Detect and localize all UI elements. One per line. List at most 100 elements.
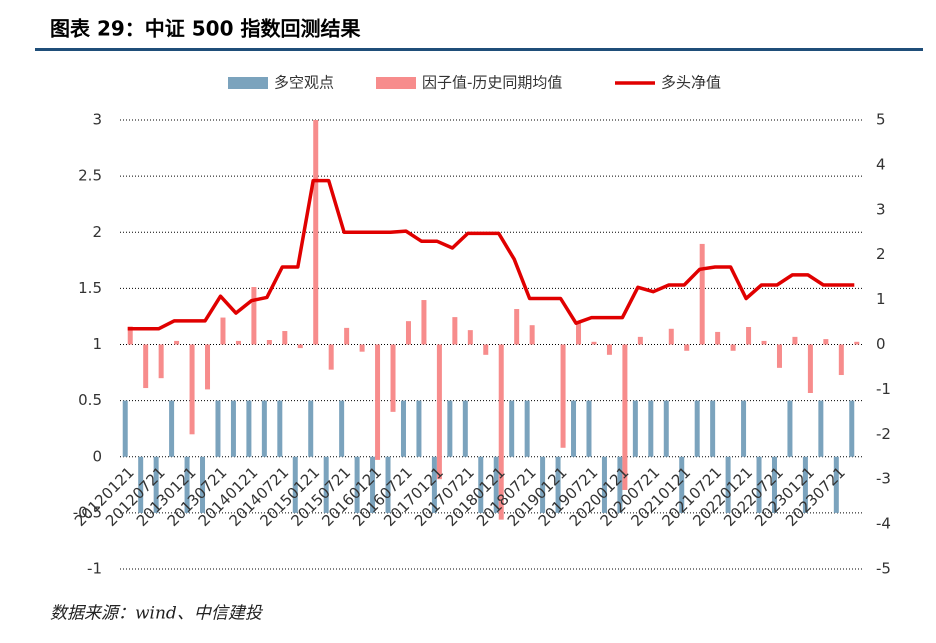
bar bbox=[529, 325, 535, 345]
bar bbox=[509, 400, 515, 457]
bar bbox=[153, 456, 159, 513]
bar bbox=[189, 344, 195, 435]
y-tick-label: 0.5 bbox=[78, 391, 102, 409]
bar bbox=[617, 456, 623, 513]
bar bbox=[746, 326, 752, 345]
line bbox=[127, 178, 855, 331]
bar bbox=[514, 309, 520, 345]
title-rule bbox=[35, 48, 923, 51]
bar bbox=[205, 344, 211, 390]
bar bbox=[818, 400, 824, 457]
y2-tick-label: -5 bbox=[876, 560, 891, 578]
bar bbox=[560, 344, 566, 448]
bar bbox=[230, 400, 236, 457]
bar bbox=[200, 456, 206, 513]
bar bbox=[761, 340, 767, 345]
legend-label: 多头净值 bbox=[661, 74, 721, 92]
bar bbox=[756, 456, 762, 513]
y-tick-label: 2 bbox=[92, 223, 102, 241]
bar bbox=[251, 287, 257, 345]
chart-title: 图表 29：中证 500 指数回测结果 bbox=[50, 17, 360, 41]
bar bbox=[400, 400, 406, 457]
bar bbox=[637, 336, 643, 345]
bar bbox=[699, 243, 705, 345]
bar bbox=[421, 300, 427, 345]
bar bbox=[576, 322, 582, 345]
bar bbox=[436, 344, 442, 480]
bar bbox=[235, 340, 241, 345]
bar bbox=[261, 400, 267, 457]
bar bbox=[143, 344, 149, 389]
legend-label: 多空观点 bbox=[274, 74, 334, 92]
bar bbox=[606, 344, 612, 355]
bar bbox=[385, 456, 391, 513]
bar bbox=[447, 400, 453, 457]
y2-tick-label: 3 bbox=[876, 200, 886, 218]
bar bbox=[452, 317, 458, 345]
bar bbox=[478, 456, 484, 513]
y2-tick-label: -3 bbox=[876, 470, 891, 488]
bar bbox=[354, 456, 360, 513]
y-tick-label: 1 bbox=[92, 335, 102, 353]
source: 数据来源：wind、中信建投 bbox=[50, 604, 264, 624]
bar bbox=[297, 344, 303, 349]
bar bbox=[787, 400, 793, 457]
bar bbox=[524, 400, 530, 457]
bar bbox=[266, 340, 272, 345]
legend-swatch bbox=[228, 77, 268, 89]
bar bbox=[715, 331, 721, 345]
y2-tick-label: 4 bbox=[876, 155, 886, 173]
bar bbox=[679, 456, 685, 513]
y2-tick-label: -2 bbox=[876, 425, 891, 443]
bar bbox=[694, 400, 700, 457]
bar bbox=[823, 339, 829, 345]
bar bbox=[138, 456, 144, 513]
bar bbox=[776, 344, 782, 368]
bar bbox=[292, 456, 298, 513]
bar bbox=[220, 317, 226, 345]
bar bbox=[359, 344, 365, 352]
bar bbox=[277, 400, 283, 457]
bar bbox=[833, 456, 839, 513]
bar bbox=[648, 400, 654, 457]
y-tick-label: -1 bbox=[87, 560, 102, 578]
bar bbox=[668, 328, 674, 345]
bar bbox=[246, 400, 252, 457]
bar bbox=[339, 400, 345, 457]
y-tick-label: 3 bbox=[92, 111, 102, 129]
y2-tick-label: 2 bbox=[876, 245, 886, 263]
y2-tick-label: 0 bbox=[876, 335, 886, 353]
y-tick-label: 1.5 bbox=[78, 279, 102, 297]
bar bbox=[215, 400, 221, 457]
legend-label: 因子值-历史同期均值 bbox=[422, 74, 562, 92]
bar bbox=[684, 344, 690, 351]
bar bbox=[571, 400, 577, 457]
bar bbox=[431, 456, 437, 513]
y2-tick-label: 1 bbox=[876, 290, 886, 308]
bar bbox=[323, 456, 329, 513]
bar bbox=[725, 456, 731, 513]
bar bbox=[184, 456, 190, 513]
bar bbox=[313, 120, 319, 345]
bar bbox=[370, 456, 376, 513]
bar bbox=[802, 456, 808, 513]
bar bbox=[540, 456, 546, 513]
bar bbox=[462, 400, 468, 457]
y-tick-label: 2.5 bbox=[78, 167, 102, 185]
bar bbox=[838, 344, 844, 376]
bar bbox=[622, 344, 628, 490]
bar bbox=[710, 400, 716, 457]
bar bbox=[282, 331, 288, 345]
bar bbox=[467, 330, 473, 345]
y-tick-label: -0.5 bbox=[73, 503, 102, 521]
bar bbox=[601, 456, 607, 513]
bar bbox=[555, 456, 561, 513]
bar bbox=[771, 456, 777, 513]
bar bbox=[586, 400, 592, 457]
bar bbox=[849, 400, 855, 457]
bar bbox=[807, 344, 813, 393]
bar bbox=[122, 400, 128, 457]
bar bbox=[416, 400, 422, 457]
bar bbox=[632, 400, 638, 457]
y-tick-label: 0 bbox=[92, 447, 102, 465]
